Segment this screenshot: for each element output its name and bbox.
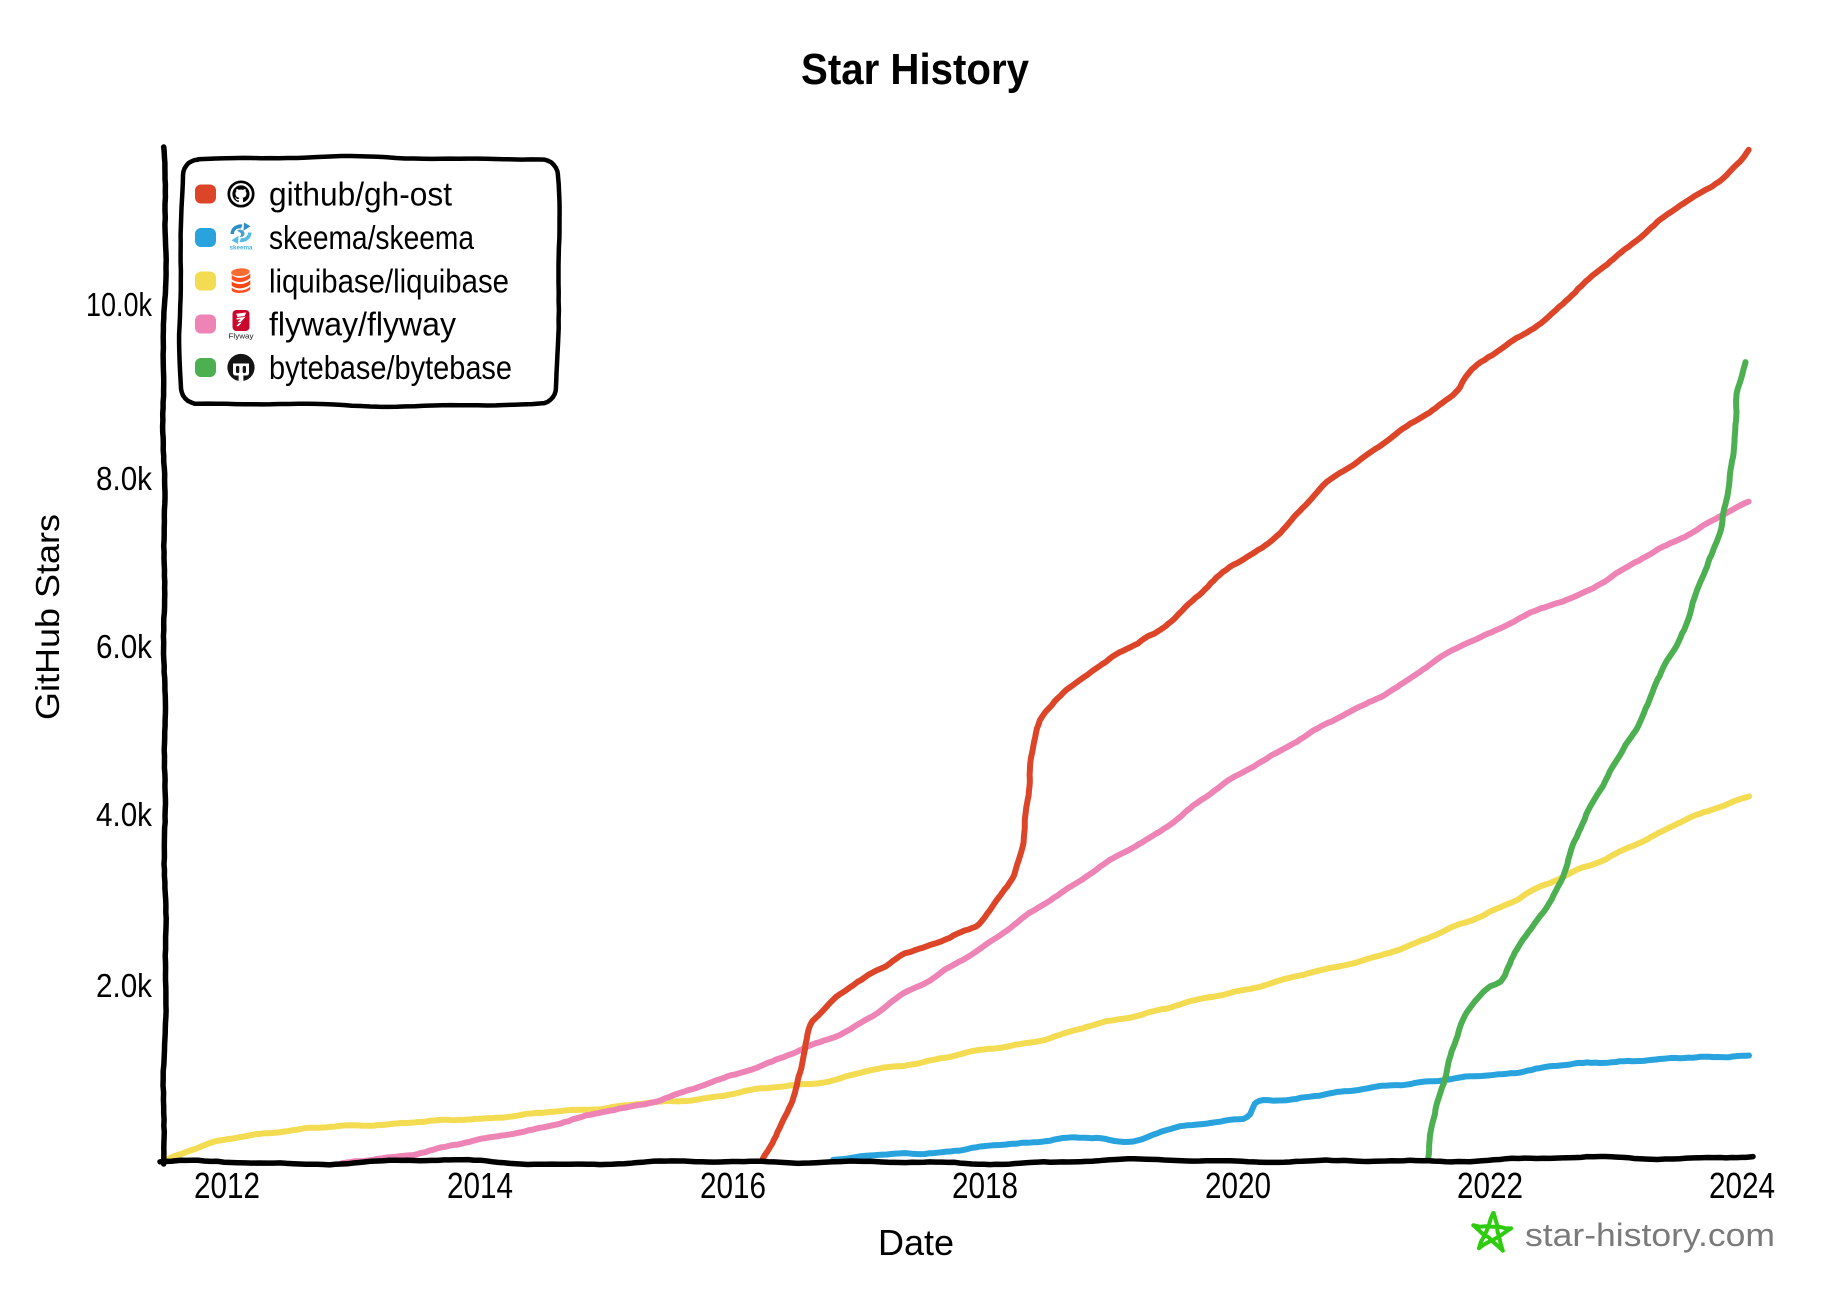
svg-text:star-history.com: star-history.com [1525, 1217, 1775, 1253]
svg-text:2022: 2022 [1457, 1165, 1523, 1206]
svg-text:Date: Date [878, 1222, 954, 1263]
svg-text:2014: 2014 [447, 1165, 513, 1206]
svg-text:10.0k: 10.0k [86, 286, 152, 323]
svg-text:2012: 2012 [194, 1165, 260, 1206]
svg-text:flyway/flyway: flyway/flyway [269, 306, 456, 343]
svg-text:Star History: Star History [801, 45, 1029, 94]
svg-text:skeema: skeema [230, 245, 253, 252]
svg-text:skeema/skeema: skeema/skeema [269, 219, 475, 256]
svg-text:GitHub Stars: GitHub Stars [29, 514, 66, 720]
svg-text:6.0k: 6.0k [96, 628, 152, 665]
svg-text:github/gh-ost: github/gh-ost [269, 176, 452, 213]
svg-text:liquibase/liquibase: liquibase/liquibase [269, 263, 509, 300]
svg-text:4.0k: 4.0k [96, 796, 152, 833]
svg-text:2018: 2018 [952, 1165, 1018, 1206]
svg-text:bytebase/bytebase: bytebase/bytebase [269, 349, 512, 386]
svg-text:8.0k: 8.0k [96, 460, 152, 497]
svg-text:2020: 2020 [1205, 1165, 1271, 1206]
svg-text:Flyway: Flyway [229, 332, 254, 341]
svg-text:2.0k: 2.0k [96, 967, 152, 1004]
svg-text:2024: 2024 [1709, 1165, 1775, 1206]
svg-text:2016: 2016 [700, 1165, 766, 1206]
